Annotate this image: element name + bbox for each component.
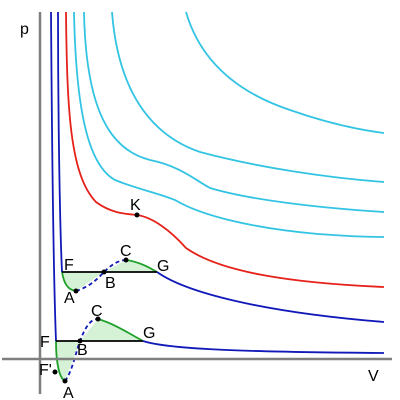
- lower-isotherm-liquid-branch: [50, 11, 57, 342]
- upper-isotherm-liquid-branch: [57, 11, 63, 273]
- supercritical-isotherm-3: [111, 11, 385, 183]
- upper-label-B: B: [105, 275, 116, 292]
- lower-label-F-prime: F': [39, 362, 52, 379]
- upper-metastable-gas-curve: [125, 259, 158, 273]
- upper-label-G: G: [157, 258, 169, 275]
- y-axis-label: p: [20, 21, 29, 38]
- upper-isotherm-gas-branch: [156, 271, 385, 323]
- upper-metastable-liquid-fill: [62, 272, 104, 291]
- lower-label-C: C: [91, 303, 103, 320]
- lower-metastable-liquid-fill: [56, 341, 80, 381]
- upper-metastable-gas-fill: [104, 260, 157, 272]
- upper-point-B: [101, 269, 107, 275]
- supercritical-isotherm-4: [185, 11, 385, 134]
- lower-point-A: [62, 378, 68, 384]
- upper-label-C: C: [120, 243, 132, 260]
- upper-label-F: F: [64, 257, 74, 274]
- lower-label-A: A: [63, 385, 74, 400]
- upper-label-A: A: [64, 290, 75, 307]
- label-K: K: [130, 197, 141, 214]
- x-axis-label: V: [368, 368, 379, 385]
- lower-metastable-gas-fill: [80, 319, 143, 341]
- lower-point-C: [95, 316, 101, 322]
- lower-isotherm-gas-branch: [142, 340, 385, 354]
- upper-point-A: [73, 288, 79, 294]
- lower-label-B: B: [77, 342, 88, 359]
- upper-unstable-branch: [75, 259, 127, 292]
- supercritical-isotherm-2: [83, 11, 385, 213]
- lower-label-G: G: [143, 325, 155, 342]
- upper-point-C: [123, 257, 129, 263]
- lower-point-F-prime: [52, 369, 58, 375]
- supercritical-isotherm-1: [73, 11, 385, 238]
- lower-metastable-gas-curve: [97, 318, 144, 342]
- lower-point-B: [77, 338, 83, 344]
- point-K: [134, 212, 140, 218]
- lower-label-F: F: [40, 334, 50, 351]
- critical-isotherm: [65, 11, 385, 288]
